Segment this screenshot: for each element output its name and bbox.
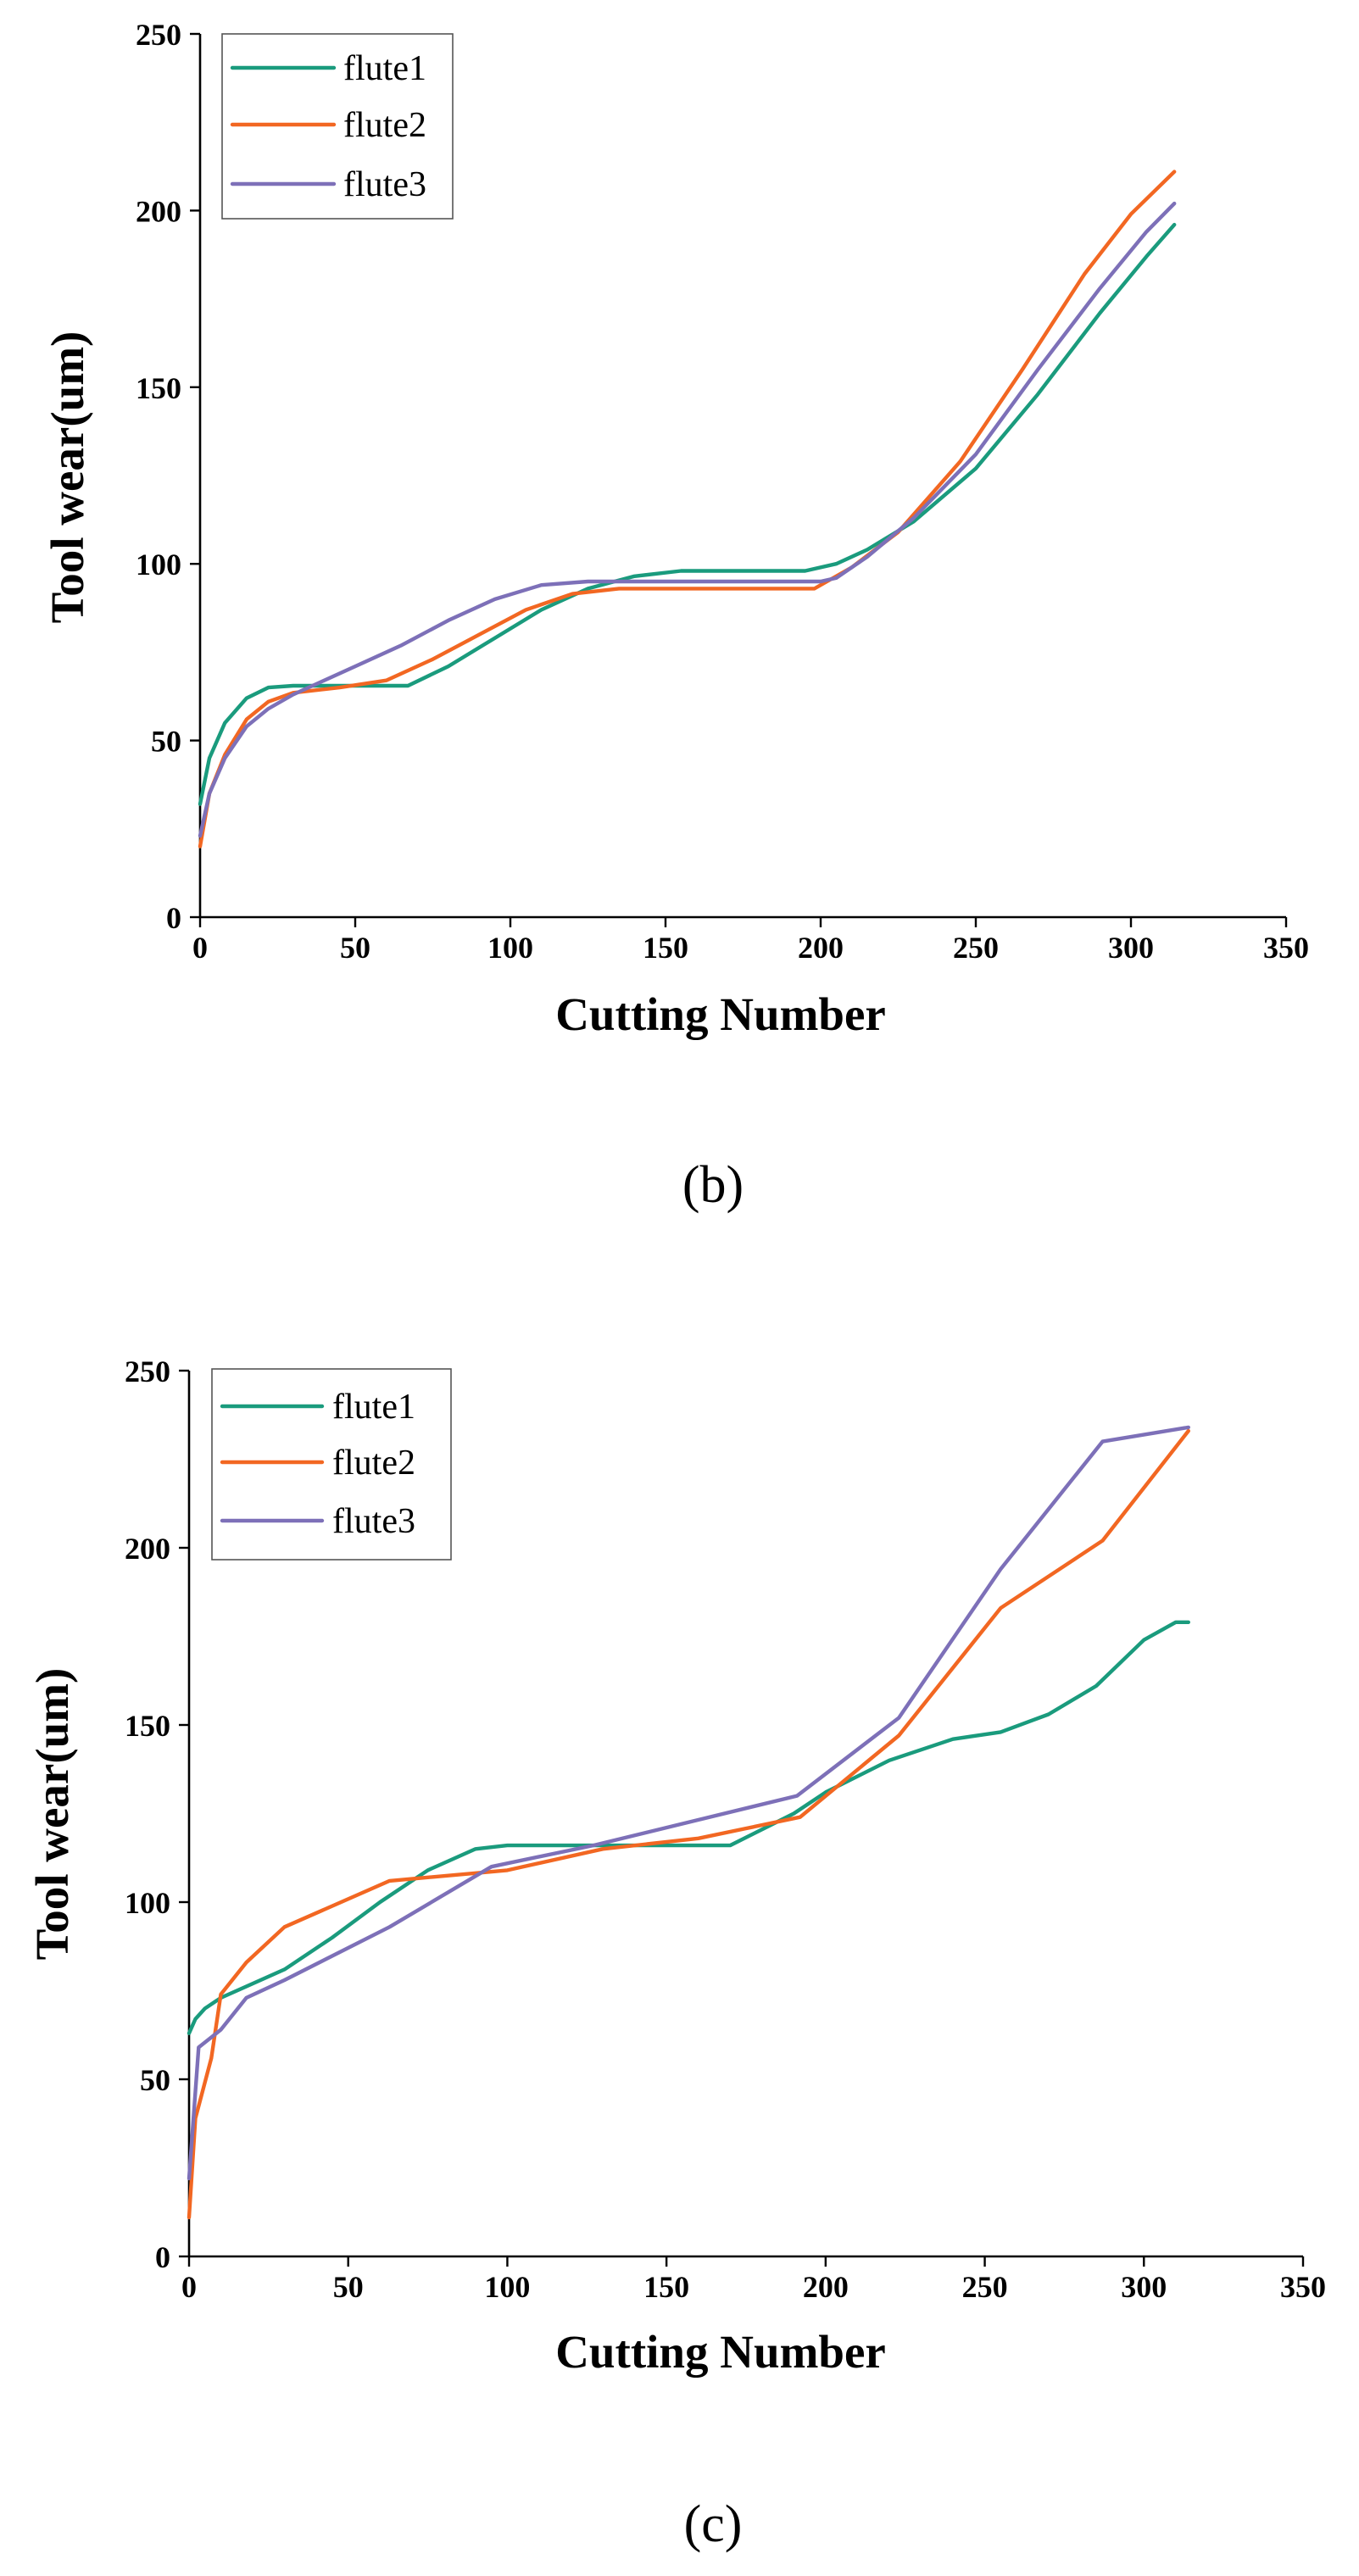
x-tick-label: 300 xyxy=(1121,2270,1167,2304)
legend-label-flute3: flute3 xyxy=(343,165,426,204)
y-tick-label: 150 xyxy=(136,371,181,405)
chart-panel-b: 0 50 100 150 200 250 300 350 0 50 100 150 200 250 fl… xyxy=(42,18,1309,1214)
x-axis-title: Cutting Number xyxy=(555,988,886,1040)
x-ticks: 0 50 100 150 200 250 300 350 xyxy=(192,917,1309,965)
y-tick-label: 250 xyxy=(136,18,181,52)
x-axis-title: Cutting Number xyxy=(555,2326,886,2378)
x-tick-label: 100 xyxy=(487,931,533,965)
series-group xyxy=(198,170,1177,848)
panel-label-b: (b) xyxy=(682,1156,744,1214)
legend: flute1 flute2 flute3 xyxy=(211,1368,452,1561)
gridless-plot-area-b xyxy=(198,34,1286,919)
x-tick-label: 50 xyxy=(340,931,370,965)
y-tick-label: 0 xyxy=(155,2240,170,2274)
panel-label-c: (c) xyxy=(684,2495,743,2553)
y-tick-label: 100 xyxy=(136,548,181,581)
series-group xyxy=(187,1425,1191,2220)
y-tick-label: 100 xyxy=(125,1886,170,1920)
x-tick-label: 150 xyxy=(643,931,688,965)
y-tick-label: 200 xyxy=(125,1532,170,1566)
legend-box xyxy=(211,1368,452,1561)
series-line-flute1 xyxy=(198,222,1177,806)
series-line-flute3 xyxy=(187,1425,1191,2181)
x-ticks: 0 50 100 150 200 250 300 350 xyxy=(181,2256,1326,2304)
legend-label-flute1: flute1 xyxy=(332,1388,415,1427)
legend-label-flute1: flute1 xyxy=(343,49,426,88)
gridless-plot-area-c xyxy=(187,1371,1303,2258)
legend-label-flute2: flute2 xyxy=(343,106,426,145)
x-tick-label: 50 xyxy=(333,2270,364,2304)
y-axis-title: Tool wear(um) xyxy=(26,1668,78,1961)
series-line-flute2 xyxy=(198,170,1177,848)
x-tick-label: 350 xyxy=(1263,931,1309,965)
y-tick-label: 50 xyxy=(140,2063,170,2097)
x-tick-label: 200 xyxy=(803,2270,849,2304)
series-line-flute3 xyxy=(198,201,1177,838)
chart-panel-c: 0 50 100 150 200 250 300 350 0 50 100 150 200 250 fl… xyxy=(26,1355,1326,2553)
y-tick-label: 200 xyxy=(136,194,181,228)
x-tick-label: 100 xyxy=(484,2270,530,2304)
x-tick-label: 0 xyxy=(181,2270,197,2304)
y-ticks: 0 50 100 150 200 250 xyxy=(136,18,200,935)
y-tick-label: 0 xyxy=(166,901,181,935)
x-tick-label: 350 xyxy=(1280,2270,1326,2304)
y-ticks: 0 50 100 150 200 250 xyxy=(125,1355,189,2274)
x-tick-label: 0 xyxy=(192,931,208,965)
y-axis-title: Tool wear(um) xyxy=(42,331,93,624)
y-tick-label: 250 xyxy=(125,1355,170,1388)
x-tick-label: 150 xyxy=(643,2270,689,2304)
series-line-flute1 xyxy=(187,1620,1191,2035)
legend: flute1 flute2 flute3 xyxy=(221,33,454,220)
legend-label-flute3: flute3 xyxy=(332,1502,415,1541)
y-tick-label: 150 xyxy=(125,1709,170,1743)
y-tick-label: 50 xyxy=(151,725,181,759)
legend-label-flute2: flute2 xyxy=(332,1444,415,1483)
x-tick-label: 200 xyxy=(798,931,844,965)
x-tick-label: 300 xyxy=(1108,931,1154,965)
x-tick-label: 250 xyxy=(962,2270,1008,2304)
x-tick-label: 250 xyxy=(953,931,999,965)
